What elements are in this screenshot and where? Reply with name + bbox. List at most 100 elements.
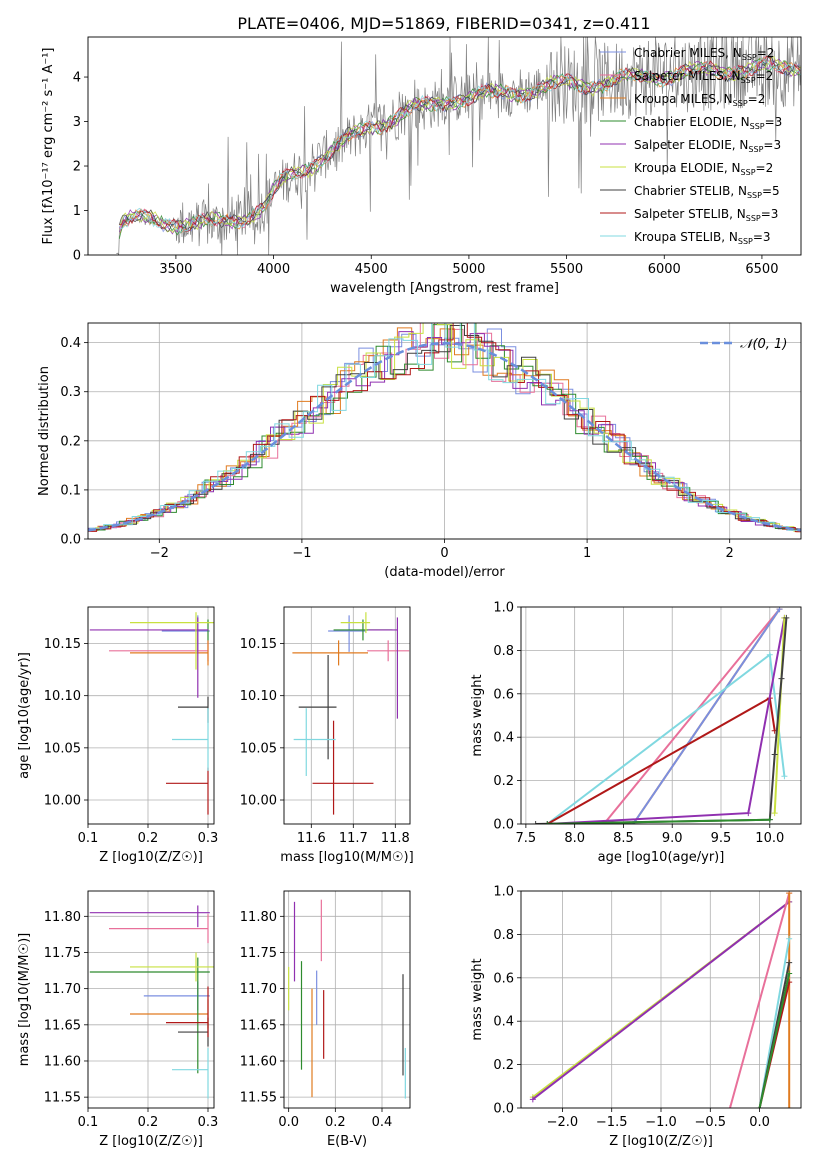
errorbar-point [172,1047,209,1099]
x-tick-label: 3500 [159,262,192,277]
x-tick-label: 0.1 [78,1115,99,1130]
y-tick-label: 11.65 [240,1018,277,1033]
x-tick-label: 5000 [452,262,485,277]
residual-histogram-step [89,323,801,531]
plot-area [529,891,793,1108]
y-tick-label: 0.4 [493,1015,514,1030]
legend-label-tail: =2 [756,161,774,175]
y-tick-label: 11.75 [44,946,81,961]
x-tick-label: 0.0 [749,1115,770,1130]
figure-title: PLATE=0406, MJD=51869, FIBERID=0341, z=0… [237,14,650,33]
mass-weight-marker [756,1105,763,1108]
y-tick-label: 10.10 [44,689,81,704]
y-tick-label: 0.2 [493,1058,514,1073]
y-tick-label: 11.75 [240,946,277,961]
y-tick-label: 11.80 [44,910,81,925]
ticks: 0.0 0.2 0.4 11.55 11.60 11.65 11.70 11.75 11.80 [240,910,393,1130]
errorbar-point [89,957,210,1074]
y-tick-label: 0.8 [493,928,514,943]
x-tick-label: 0.4 [372,1115,393,1130]
legend-label-main: Chabrier MILES, N [634,46,742,60]
errorbar-point [298,654,337,760]
y-tick-label: 1 [73,204,81,219]
legend-label-sub: SSP [750,122,765,131]
legend-label: Chabrier ELODIE, NSSP=3 [634,115,782,131]
mass-weight-line [532,901,790,1101]
errorbar-point [130,612,214,670]
legend-label-tail: =3 [765,115,783,129]
plot-area [288,899,406,1099]
x-tick-label: 9.5 [711,831,732,846]
x-tick-label: 4000 [257,262,290,277]
errorbar-point [166,767,209,815]
errorbar-point [328,615,366,652]
errorbar-point [109,914,209,944]
legend-label: Chabrier MILES, NSSP=2 [634,46,774,62]
mass-weight-vs-metallicity-panel: −2.0 −1.5 −1.0 −0.5 0.0 0.0 0.2 0.4 0.6 0.8 1.0 Z [… [470,885,802,1149]
x-tick-label: 2 [726,546,734,561]
y-tick-label: 11.55 [44,1091,81,1106]
grid [284,607,410,824]
x-axis-label: (data-model)/error [384,565,505,580]
x-tick-label: 0.3 [198,831,219,846]
residual-histogram-step [93,325,801,530]
y-tick-label: 10.15 [240,637,277,652]
legend-label-main: Kroupa ELODIE, N [634,161,741,175]
model-spectrum-line [119,55,801,233]
axes-frame [87,36,802,256]
legend-label-main: Kroupa STELIB, N [634,230,738,244]
y-tick-label: 1.0 [493,885,514,900]
x-axis-label: Z [log10(Z/Z☉)] [99,850,203,865]
y-tick-label: 10.00 [44,794,81,809]
mass-weight-marker [766,651,773,658]
y-tick-label: 11.70 [44,982,81,997]
age-vs-mass-panel: 11.6 11.7 11.8 10.00 10.05 10.10 10.15 mass [lo… [240,606,414,865]
legend-label-tail: =3 [761,207,779,221]
x-tick-label: 8.5 [613,831,634,846]
legend-label: Salpeter ELODIE, NSSP=3 [634,138,781,154]
y-axis-label: Flux [fλ10⁻¹⁷ erg cm⁻² s⁻¹ A⁻¹] [41,48,56,245]
y-tick-label: 1.0 [493,601,514,616]
x-tick-label: −1.5 [596,1115,628,1130]
x-tick-label: −1 [292,546,311,561]
axes-frame [520,606,802,825]
mass-weight-marker [771,751,778,758]
mass-weight-marker [778,675,785,682]
spectrum-panel: 3500 4000 4500 5000 5500 6000 6500 0 1 2 3 4 wavelen… [41,36,802,296]
legend-label-sub: SSP [746,214,761,223]
legend-label-tail: =2 [757,46,775,60]
y-tick-label: 2 [73,160,81,175]
plot-area [89,612,214,815]
x-tick-label: 0.2 [325,1115,346,1130]
y-tick-label: 11.55 [240,1091,277,1106]
legend-label: Salpeter STELIB, NSSP=3 [634,207,778,223]
observed-spectrum-line [116,37,801,255]
legend-label-tail: =2 [748,92,766,106]
mass-vs-metallicity-panel: 0.1 0.2 0.3 11.55 11.60 11.65 11.70 11.75 11.80 Z… [17,890,219,1149]
y-tick-label: 0.2 [60,434,81,449]
y-tick-label: 11.65 [44,1018,81,1033]
x-tick-label: −0.5 [695,1115,727,1130]
ticks: 7.5 8.0 8.5 9.0 9.5 10.0 0.0 0.2 0.4 0.6 0.8 1.0 [493,601,784,847]
x-tick-label: −2 [150,546,169,561]
y-axis-label: mass weight [470,958,485,1040]
x-tick-label: 0.0 [278,1115,299,1130]
errorbar-point [367,640,410,662]
mass-weight-marker [786,970,793,977]
errorbar-point [172,708,209,771]
x-tick-label: 11.6 [297,831,326,846]
x-tick-label: 8.0 [564,831,585,846]
mass-weight-marker [786,935,793,942]
errorbar-point [166,986,209,1038]
legend-label-sub: SSP [742,53,757,62]
x-axis-label: age [log10(age/yr)] [598,850,725,865]
y-tick-label: 0.2 [493,774,514,789]
mass-vs-extinction-panel: 0.0 0.2 0.4 11.55 11.60 11.65 11.70 11.75 11.80 E… [240,890,411,1149]
x-tick-label: 6000 [648,262,681,277]
model-spectrum-line [119,56,801,234]
x-tick-label: −1.0 [645,1115,677,1130]
errorbar-point [89,905,210,928]
mass-weight-marker [783,614,790,621]
y-tick-label: 11.60 [44,1054,81,1069]
ticks: 0.1 0.2 0.3 11.55 11.60 11.65 11.70 11.75 11.80 [44,910,219,1130]
